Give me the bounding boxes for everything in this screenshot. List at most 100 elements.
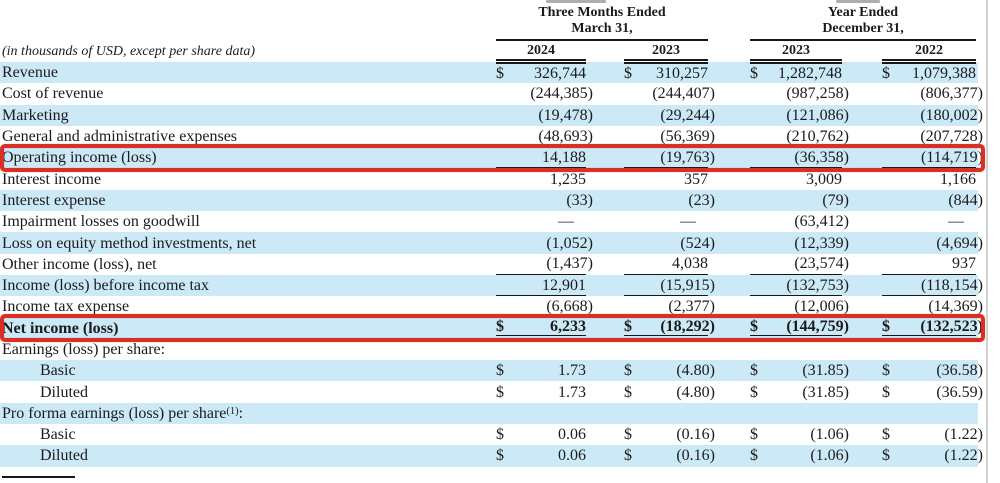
amount-value: 14,188 [542, 148, 586, 166]
amount-value: (6,668) [546, 297, 593, 315]
amount-value: (33) [566, 191, 593, 209]
amount-value: (1.22) [944, 426, 983, 444]
amount-value: (15,915) [660, 276, 715, 294]
row-label-text: Diluted [40, 447, 88, 465]
amount-value: 937 [952, 255, 976, 273]
currency-symbol: $ [496, 447, 504, 465]
table-row: Net income (loss) $6,233 $ (18,292) $ (144,75… [0, 314, 985, 343]
row-label-text: Pro forma earnings (loss) per share [2, 404, 227, 422]
table-row: Marketing (19,478) (29,244) (121,086) (180,0… [0, 104, 983, 126]
amount-cell: 357 [624, 168, 708, 189]
amount-cell: (1,052) [496, 232, 593, 253]
amount-cell: (12,339) [750, 232, 849, 253]
row-label: Diluted [0, 445, 496, 466]
amount-cell: $ (1.22) [882, 445, 983, 466]
row-label-text: Marketing [2, 106, 69, 124]
amount-value: (0.16) [676, 447, 715, 465]
amount-cell: $ (1.22) [882, 424, 983, 445]
row-label: Cost of revenue [0, 83, 496, 104]
amount-cell: (19,763) [624, 147, 715, 169]
currency-symbol: $ [750, 65, 758, 83]
amount-value: 0.06 [558, 426, 586, 444]
currency-symbol: $ [882, 317, 890, 335]
table-row: Basic $1.73 $ (4.80) $ (31.85) $ (36.58) [0, 360, 983, 382]
amount-value: (4.80) [676, 362, 715, 380]
amount-cell: (244,407) [624, 83, 715, 104]
amount-value: (63,412) [794, 213, 849, 231]
currency-symbol: $ [496, 383, 504, 401]
amount-cell: 1,166 [882, 168, 976, 189]
amount-value: (144,759) [786, 317, 849, 335]
header-spacer [0, 5, 496, 41]
amount-cell: (15,915) [624, 275, 715, 297]
row-label: Marketing [0, 105, 496, 126]
amount-cell: $310,257 [624, 62, 708, 83]
row-label-text: Impairment losses on goodwill [2, 213, 200, 231]
table-row: Revenue $326,744 $310,257 $1,282,748 $1,079,… [0, 62, 978, 84]
amount-value: (12,006) [794, 297, 849, 315]
row-label: Operating income (loss) [0, 147, 496, 168]
amount-cell: (524) [624, 232, 715, 253]
year-label: 2023 [750, 43, 842, 61]
row-label: Impairment losses on goodwill [0, 211, 496, 232]
amount-value: 6,233 [550, 317, 586, 335]
amount-cell: $1,282,748 [750, 62, 842, 83]
currency-symbol: $ [624, 426, 632, 444]
amount-value: (1,052) [546, 234, 593, 252]
amount-value: (23) [688, 191, 715, 209]
column-gap [586, 43, 624, 61]
row-label-text: General and administrative expenses [2, 128, 238, 146]
row-label: Pro forma earnings (loss) per share (1): [2, 404, 244, 422]
amount-cell: (987,258) [750, 83, 849, 104]
amount-value: (79) [822, 191, 849, 209]
amount-value: (31.85) [802, 362, 849, 380]
amount-cell: (56,369) [624, 126, 715, 148]
amount-cell: $ (31.85) [750, 360, 849, 381]
row-label-text: Operating income (loss) [2, 149, 157, 167]
amount-cell: — [496, 211, 586, 232]
row-label: Interest income [0, 169, 496, 190]
amount-cell: $1.73 [496, 381, 586, 402]
amount-cell: (79) [750, 190, 849, 211]
currency-symbol: $ [750, 362, 758, 380]
amount-value: (19,763) [660, 148, 715, 166]
amount-cell: (207,728) [882, 126, 983, 148]
amount-cell: $326,744 [496, 62, 586, 83]
table-row: Basic $0.06 $ (0.16) $ (1.06) $ (1.22) [0, 424, 983, 445]
table-body: Revenue $326,744 $310,257 $1,282,748 $1,079,… [0, 62, 1000, 467]
currency-symbol: $ [624, 383, 632, 401]
currency-symbol: $ [882, 447, 890, 465]
amount-value: — [948, 213, 964, 231]
table-row: Earnings (loss) per share: [0, 339, 978, 360]
amount-value: (0.16) [676, 426, 715, 444]
amount-value: 1,079,388 [912, 65, 976, 83]
row-label-text: Loss on equity method investments, net [2, 234, 257, 252]
currency-symbol: $ [882, 362, 890, 380]
column-group-header: Three Months Ended March 31, [496, 5, 708, 41]
footnote-divider [2, 475, 75, 478]
amount-cell: $ (0.16) [624, 424, 715, 445]
amount-value: (1,437) [546, 255, 593, 273]
row-label: Basic [0, 360, 496, 381]
amount-value: (56,369) [660, 127, 715, 145]
amount-cell: $ (132,523) [882, 317, 983, 339]
amount-value: (132,753) [786, 276, 849, 294]
amount-value: (207,728) [920, 127, 983, 145]
column-gap [708, 43, 750, 61]
currency-symbol: $ [496, 65, 504, 83]
row-label-text: Basic [40, 426, 76, 444]
amount-cell: (12,006) [750, 296, 849, 318]
table-row: General and administrative expenses (48,6… [0, 126, 983, 148]
amount-value: (31.85) [802, 383, 849, 401]
amount-value: 310,257 [656, 65, 708, 83]
year-label: 2022 [882, 43, 976, 61]
column-group-subtitle: March 31, [571, 21, 633, 36]
year-label: 2023 [624, 43, 708, 61]
amount-value: (210,762) [786, 127, 849, 145]
amount-cell: 14,188 [496, 147, 586, 169]
amount-cell: — [882, 211, 976, 232]
header-years: 2024 2023 2023 2022 [0, 43, 978, 61]
amount-value: (844) [948, 191, 983, 209]
row-label: Loss on equity method investments, net [0, 233, 496, 254]
